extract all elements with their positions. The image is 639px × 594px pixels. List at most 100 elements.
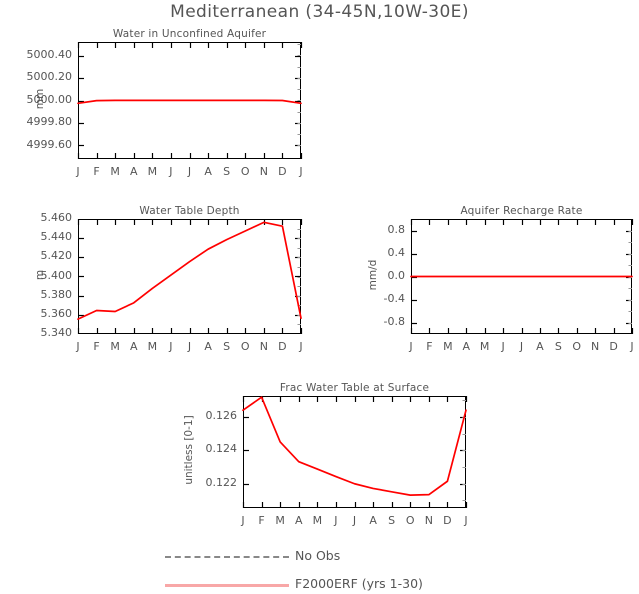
x-axis-tick-label: D [443,514,452,527]
y-axis-tick-label: 5.400 [40,268,73,282]
x-axis-tick-label: J [187,165,192,178]
y-axis-tick-label: 0.124 [205,442,238,456]
x-axis-tick-label: J [76,340,80,353]
chart-title: Water Table Depth [139,205,240,217]
x-axis-tick-label: F [93,340,100,353]
x-axis-tick-label: F [426,340,433,353]
x-axis-tick-label: S [388,514,396,527]
x-axis-tick-label: A [129,165,138,178]
x-axis-tick-label: F [93,165,100,178]
legend-label: No Obs [295,548,341,563]
x-axis-tick-label: F [258,514,265,527]
y-axis-tick-label: 0.126 [205,408,238,422]
x-axis-tick-label: M [479,340,490,353]
data-series-line [242,396,467,496]
y-axis-tick-label: -0.4 [383,291,405,305]
x-axis-tick-label: A [129,340,138,353]
x-axis-tick-label: M [275,514,285,527]
x-axis-tick-label: J [352,514,357,527]
y-axis-tick-label: 0.122 [205,475,238,489]
y-axis-tick-label: 0.4 [387,245,406,259]
y-axis-tick-label: -0.8 [383,314,405,328]
x-axis-tick-label: J [169,340,173,353]
chart-panel-4: Frac Water Table at Surface 0.126 0.124 0.1… [183,382,468,527]
x-axis-tick-label: S [554,340,562,353]
x-axis-tick-label: O [240,340,250,353]
data-series-line [77,221,302,321]
x-axis-tick-label: D [609,340,618,353]
figure-title: Mediterranean (34-45N,10W-30E) [170,2,469,22]
plot-frame [78,219,301,334]
x-axis-tick-label: J [334,514,338,527]
y-axis-tick-label: 4999.60 [26,137,73,151]
legend-label: F2000ERF (yrs 1-30) [295,576,423,591]
legend: No Obs F2000ERF (yrs 1-30) [165,548,505,594]
y-axis-tick-label: 5.380 [40,287,73,301]
x-axis-tick-label: M [147,165,158,178]
y-axis-tick-label: 5.420 [40,249,73,263]
x-axis-tick-label: J [169,165,173,178]
y-axis-tick-label: 5.360 [40,306,73,320]
plot-frame [243,396,466,508]
plot-area [77,42,303,159]
x-axis-tick-label: O [572,340,582,353]
x-axis-tick-label: D [278,340,287,353]
chart-panel-3: Aquifer Recharge Rate 0.8 0.4 0.0 -0.4 -0.8 J F… [367,205,634,353]
x-axis-tick-label: J [187,340,192,353]
x-axis-tick-label: J [519,340,524,353]
x-axis-tick-label: S [223,165,231,178]
legend-entry: F2000ERF (yrs 1-30) [165,576,505,594]
x-axis-tick-label: J [501,340,505,353]
y-axis-label: m [34,269,46,280]
y-axis-tick-label: 5000.40 [26,47,73,61]
x-axis-tick-label: J [464,514,468,527]
x-axis-tick-label: J [76,165,80,178]
data-series-line [77,99,302,105]
x-axis-tick-label: J [299,165,303,178]
y-axis-tick-label: 0.8 [387,222,406,236]
y-axis-tick-label: 0.0 [387,268,406,282]
x-axis-tick-label: A [294,514,303,527]
chart-panel-2: Water Table Depth 5.460 5.440 5.420 5.400 5.3… [34,205,303,353]
x-axis-tick-label: J [630,340,634,353]
x-axis-tick-label: M [110,340,120,353]
x-axis-tick-label: A [369,514,377,527]
x-axis-tick-label: N [424,514,433,527]
x-axis-tick-label: M [110,165,120,178]
x-axis-tick-label: M [147,340,158,353]
y-axis-label: unitless [0-1] [183,415,195,485]
y-axis-tick-label: 5000.00 [26,92,73,106]
x-axis-tick-label: N [591,340,600,353]
plot-area [77,219,303,334]
y-axis-tick-label: 4999.80 [26,115,73,128]
x-axis-tick-label: N [259,165,268,178]
legend-line-swatch [165,556,289,558]
legend-entry: No Obs [165,548,505,566]
x-axis-tick-label: A [462,340,471,353]
x-axis-tick-label: J [409,340,413,353]
x-axis-tick-label: O [240,165,250,178]
chart-title: Aquifer Recharge Rate [460,205,583,217]
y-axis-tick-label: 5000.20 [26,70,73,83]
x-axis-tick-label: A [204,340,212,353]
chart-panel-1: Water in Unconfined Aquifer 5000.40 5000.2… [27,28,303,178]
y-axis-label: mm/d [367,259,379,290]
x-axis-tick-label: M [443,340,453,353]
y-axis-tick-label: 5.340 [40,326,73,339]
y-axis-label: mm [34,88,46,109]
plot-area [410,219,634,334]
x-axis-tick-label: A [536,340,544,353]
x-axis-tick-label: A [204,165,212,178]
legend-line-swatch [165,584,289,587]
chart-title: Water in Unconfined Aquifer [112,28,267,40]
x-axis-tick-label: J [241,514,245,527]
x-axis-tick-label: S [223,340,231,353]
x-axis-tick-label: M [312,514,323,527]
x-axis-tick-label: J [299,340,303,353]
chart-title: Frac Water Table at Surface [279,382,430,394]
x-axis-tick-label: N [259,340,268,353]
y-axis-tick-label: 5.440 [40,230,73,244]
y-axis-tick-label: 5.460 [40,211,73,224]
x-axis-tick-label: D [278,165,287,178]
